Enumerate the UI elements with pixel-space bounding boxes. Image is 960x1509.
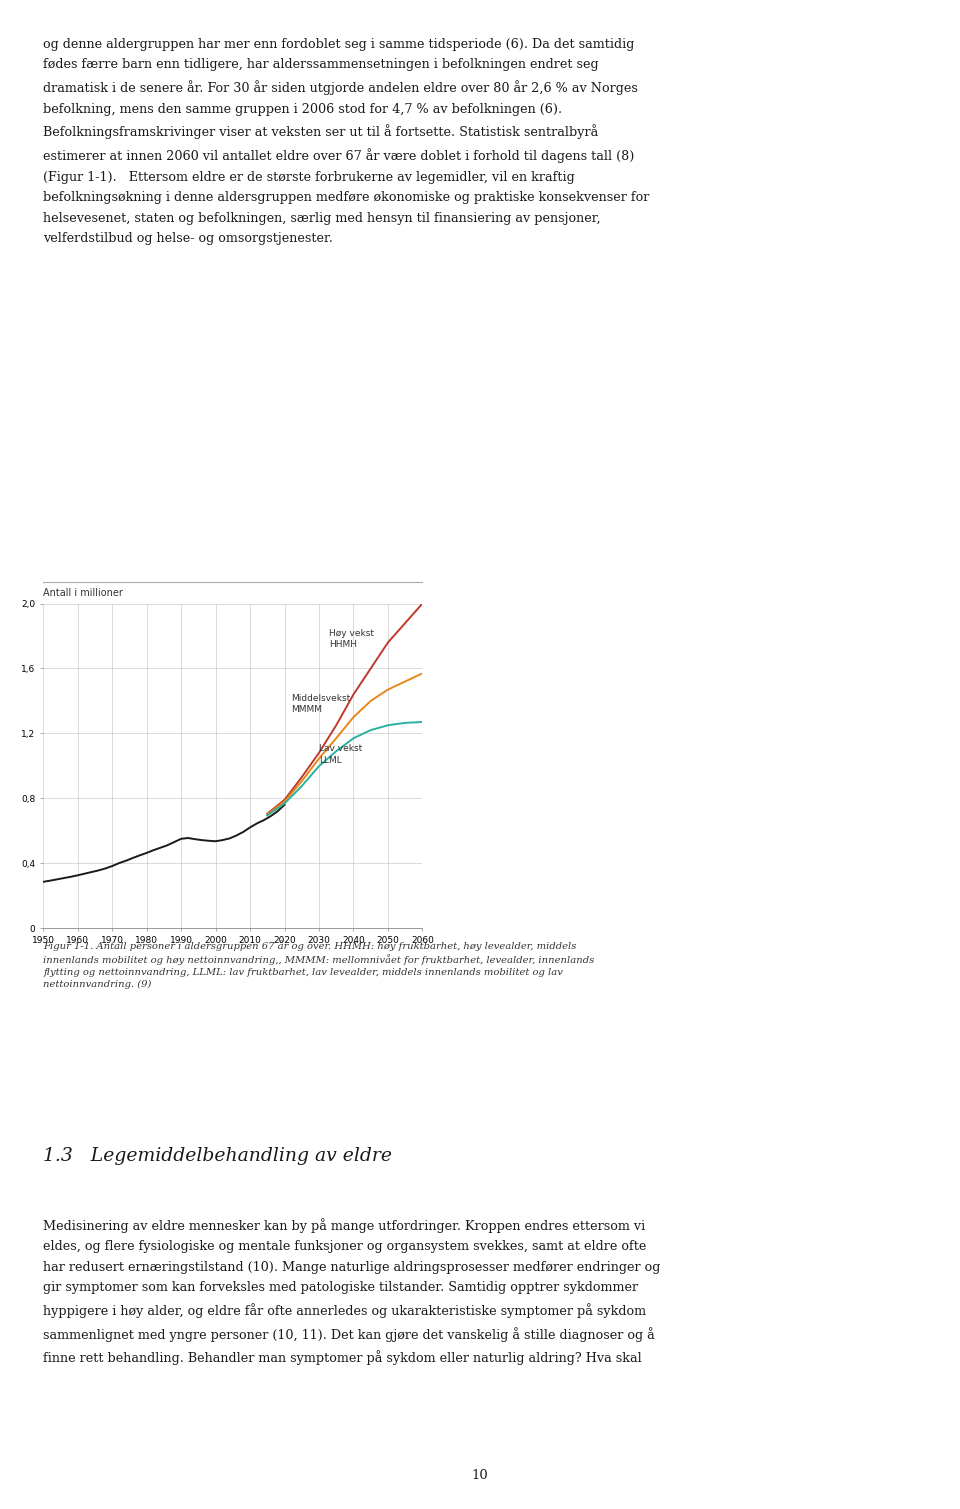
Text: Middelsvekst
MMMM: Middelsvekst MMMM bbox=[292, 694, 350, 714]
Text: Lav vekst
LLML: Lav vekst LLML bbox=[319, 744, 362, 765]
Text: Antall i millioner: Antall i millioner bbox=[43, 587, 123, 598]
Text: Figur 1-1. Antall personer i aldersgruppen 67 år og over. HHMH: høy fruktbarhet,: Figur 1-1. Antall personer i aldersgrupp… bbox=[43, 940, 594, 988]
Text: Høy vekst
HHMH: Høy vekst HHMH bbox=[329, 629, 374, 649]
Text: og denne aldergruppen har mer enn fordoblet seg i samme tidsperiode (6). Da det : og denne aldergruppen har mer enn fordob… bbox=[43, 38, 650, 244]
Text: Medisinering av eldre mennesker kan by på mange utfordringer. Kroppen endres ett: Medisinering av eldre mennesker kan by p… bbox=[43, 1218, 660, 1366]
Text: 10: 10 bbox=[471, 1468, 489, 1482]
Text: 1.3   Legemiddelbehandling av eldre: 1.3 Legemiddelbehandling av eldre bbox=[43, 1147, 393, 1165]
